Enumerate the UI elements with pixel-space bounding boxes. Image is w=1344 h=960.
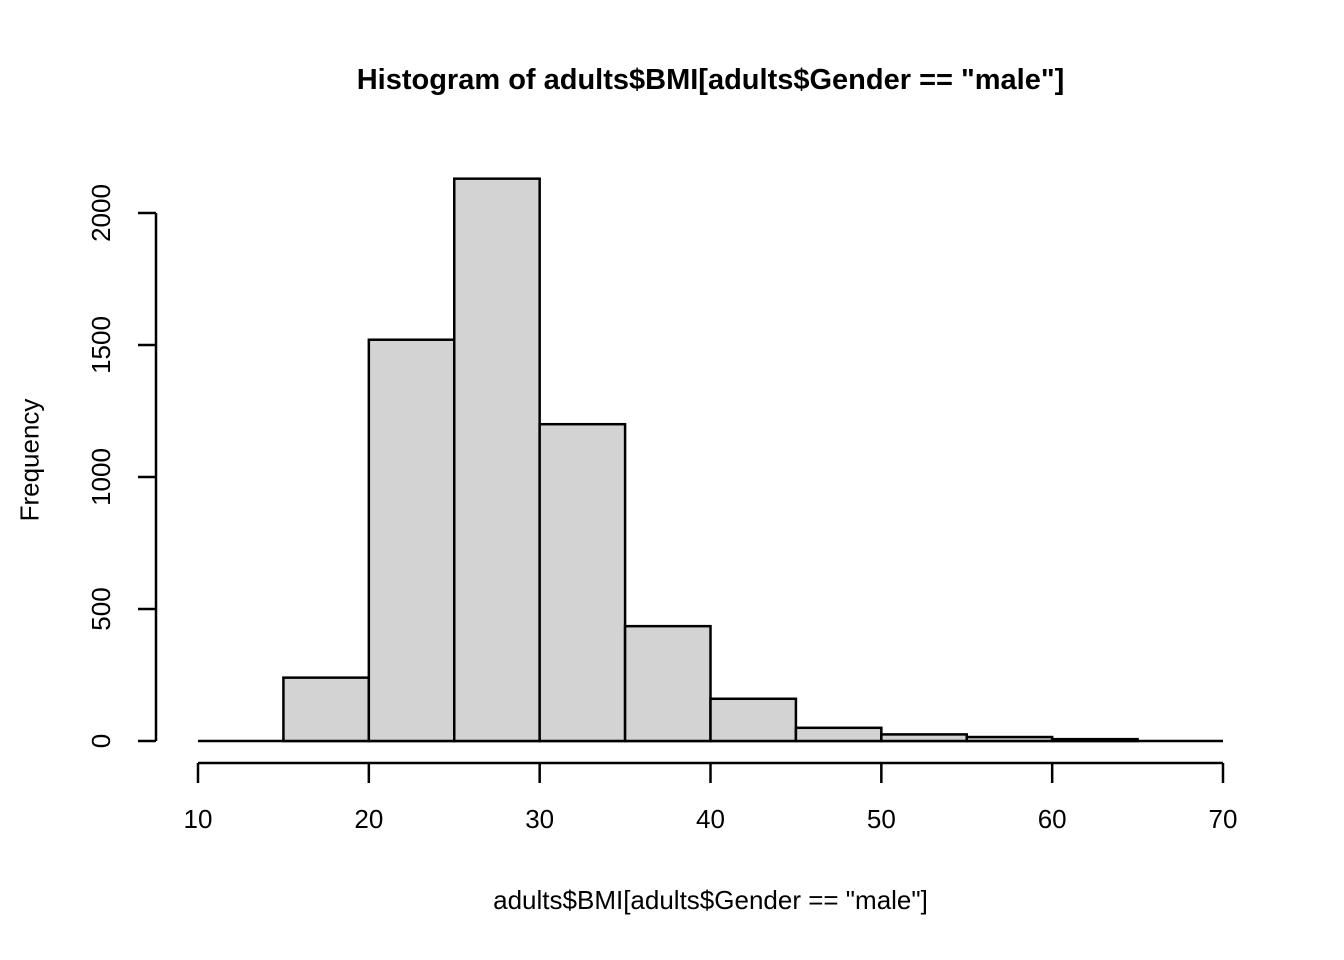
histogram-bar <box>709 697 798 743</box>
y-tick-label: 0 <box>86 734 116 748</box>
x-tick-label: 40 <box>696 804 725 834</box>
y-tick-label: 1000 <box>86 448 116 506</box>
y-tick-label: 1500 <box>86 316 116 374</box>
histogram-bar <box>965 735 1054 743</box>
x-tick-label: 60 <box>1038 804 1067 834</box>
histogram-bar <box>794 726 883 743</box>
histogram-bar <box>538 422 627 743</box>
y-tick-label: 500 <box>86 587 116 630</box>
x-axis-title: adults$BMI[adults$Gender == "male"] <box>493 885 928 915</box>
y-axis-title: Frequency <box>14 398 45 522</box>
histogram-bar <box>623 624 712 743</box>
y-tick-label: 2000 <box>86 184 116 242</box>
x-tick-label: 10 <box>184 804 213 834</box>
histogram-bar <box>453 177 541 743</box>
histogram-bar <box>1050 737 1139 743</box>
histogram-bar <box>880 733 968 743</box>
chart-title: Histogram of adults$BMI[adults$Gender ==… <box>356 64 1065 96</box>
x-tick-label: 50 <box>867 804 896 834</box>
x-tick-label: 70 <box>1209 804 1238 834</box>
histogram-bar <box>282 676 371 743</box>
x-tick-label: 20 <box>354 804 383 834</box>
x-tick-label: 30 <box>525 804 554 834</box>
histogram-bar <box>367 338 456 743</box>
